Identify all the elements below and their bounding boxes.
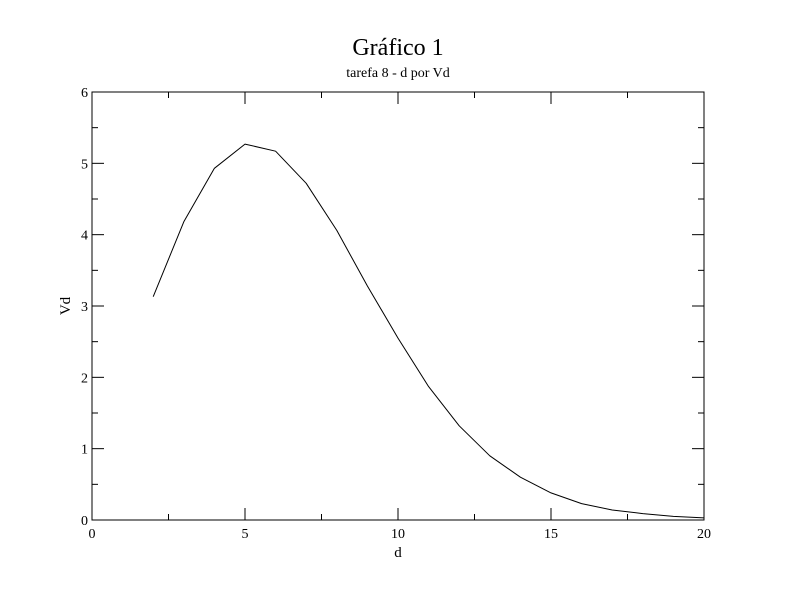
y-tick-label: 6 — [81, 86, 88, 101]
x-axis-tick-labels: 0 5 10 15 20 — [89, 527, 712, 542]
series-group — [152, 143, 705, 519]
y-axis-label: Vd — [58, 296, 74, 315]
x-tick-label: 15 — [544, 527, 558, 542]
x-axis-ticks — [91, 92, 705, 520]
plot-frame — [91, 91, 705, 521]
y-tick-label: 2 — [81, 371, 88, 386]
y-axis-ticks — [92, 91, 704, 521]
y-tick-label: 4 — [81, 229, 88, 244]
y-tick-label: 5 — [81, 157, 88, 172]
chart-title: Gráfico 1 — [352, 35, 443, 61]
x-tick-label: 10 — [391, 527, 405, 542]
x-axis-label: d — [394, 545, 402, 561]
x-tick-label: 0 — [89, 527, 96, 542]
y-tick-label: 1 — [81, 443, 88, 458]
y-tick-label: 0 — [81, 514, 88, 529]
chart-subtitle: tarefa 8 - d por Vd — [346, 66, 450, 81]
y-tick-label: 3 — [81, 300, 88, 315]
x-tick-label: 20 — [697, 527, 711, 542]
x-tick-label: 5 — [242, 527, 249, 542]
series-line — [152, 143, 705, 519]
y-axis-tick-labels: 0 1 2 3 4 5 6 — [81, 86, 88, 529]
